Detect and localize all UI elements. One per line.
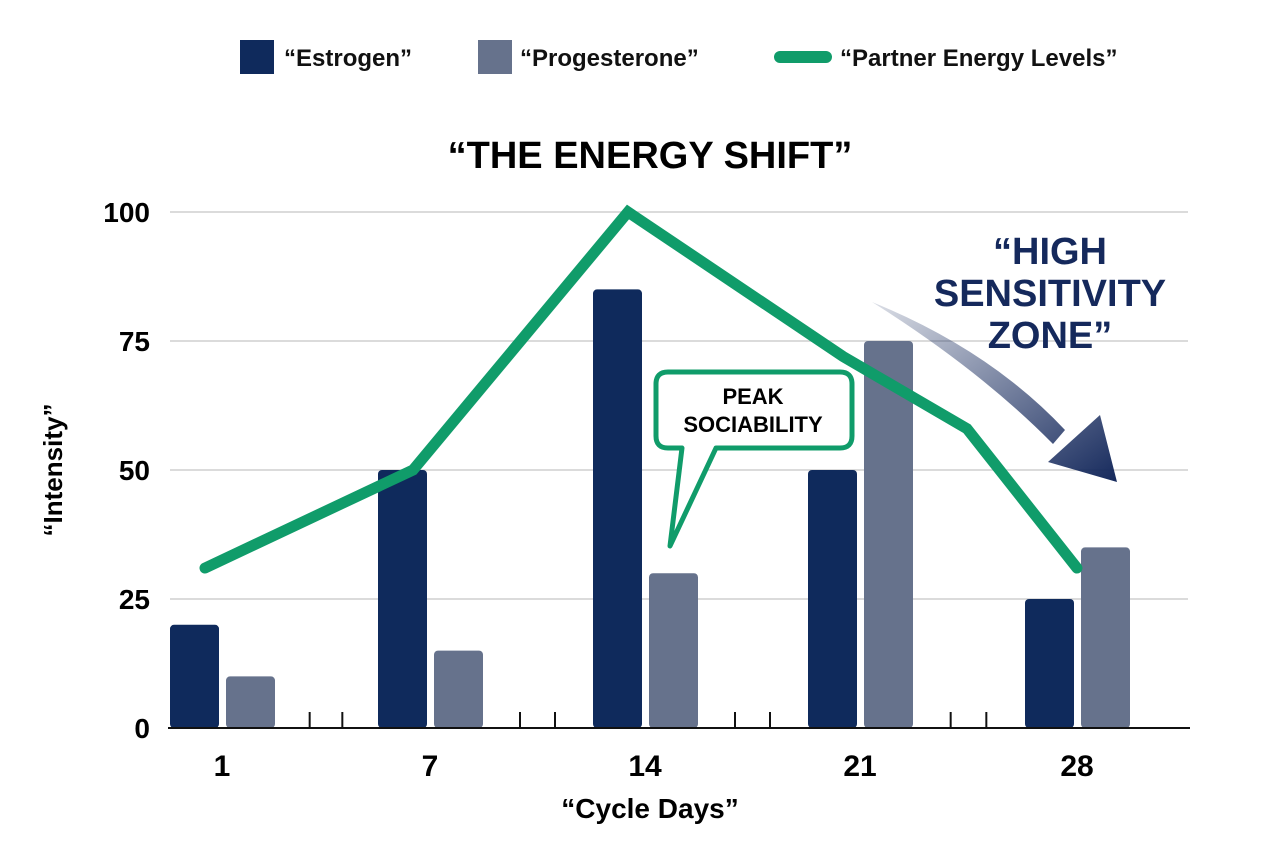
legend: “Estrogen” “Progesterone” “Partner Energ… — [240, 40, 1117, 74]
x-tick-label: 1 — [214, 750, 231, 783]
sensitivity-line-1: “HIGH — [993, 231, 1107, 273]
legend-swatch-estrogen — [240, 40, 274, 74]
y-tick-labels: 0 25 50 75 100 — [103, 197, 150, 744]
sensitivity-arrow-icon — [872, 302, 1117, 482]
bar-progesterone — [1081, 547, 1130, 728]
bars — [170, 289, 1130, 728]
bar-estrogen — [808, 470, 857, 728]
bar-estrogen — [378, 470, 427, 728]
callout-line-1: PEAK — [722, 384, 783, 409]
sensitivity-line-2: SENSITIVITY — [934, 273, 1166, 315]
x-tick-label: 21 — [843, 750, 876, 783]
callout-line-2: SOCIABILITY — [683, 412, 823, 437]
bar-estrogen — [170, 624, 219, 728]
legend-label-energy: “Partner Energy Levels” — [840, 45, 1117, 72]
x-tick-labels: 1 7 14 21 28 — [214, 750, 1094, 783]
bar-estrogen — [1025, 599, 1074, 728]
bar-progesterone — [434, 650, 483, 728]
legend-swatch-progesterone — [478, 40, 512, 74]
y-axis-label: “Intensity” — [38, 404, 68, 537]
x-axis-label: “Cycle Days” — [561, 793, 738, 824]
y-tick-label: 25 — [119, 584, 150, 615]
peak-sociability-callout: PEAK SOCIABILITY — [653, 369, 855, 549]
y-tick-label: 75 — [119, 326, 150, 357]
y-tick-label: 50 — [119, 455, 150, 486]
x-tick-label: 7 — [422, 750, 439, 783]
y-tick-label: 0 — [134, 713, 150, 744]
callout-bubble — [653, 369, 855, 549]
chart-title: “THE ENERGY SHIFT” — [448, 135, 853, 177]
bar-progesterone — [226, 676, 275, 728]
legend-label-progesterone: “Progesterone” — [520, 45, 699, 72]
sensitivity-zone-label: “HIGH SENSITIVITY ZONE” — [934, 231, 1166, 357]
y-tick-label: 100 — [103, 197, 150, 228]
x-ticks — [308, 712, 988, 728]
x-tick-label: 28 — [1060, 750, 1093, 783]
sensitivity-line-3: ZONE” — [988, 315, 1113, 357]
bar-progesterone — [864, 341, 913, 728]
bar-progesterone — [649, 573, 698, 728]
legend-label-estrogen: “Estrogen” — [284, 45, 412, 72]
energy-line — [199, 204, 1083, 574]
x-tick-label: 14 — [628, 750, 662, 783]
energy-line-layer — [199, 204, 1083, 574]
bar-estrogen — [593, 289, 642, 728]
